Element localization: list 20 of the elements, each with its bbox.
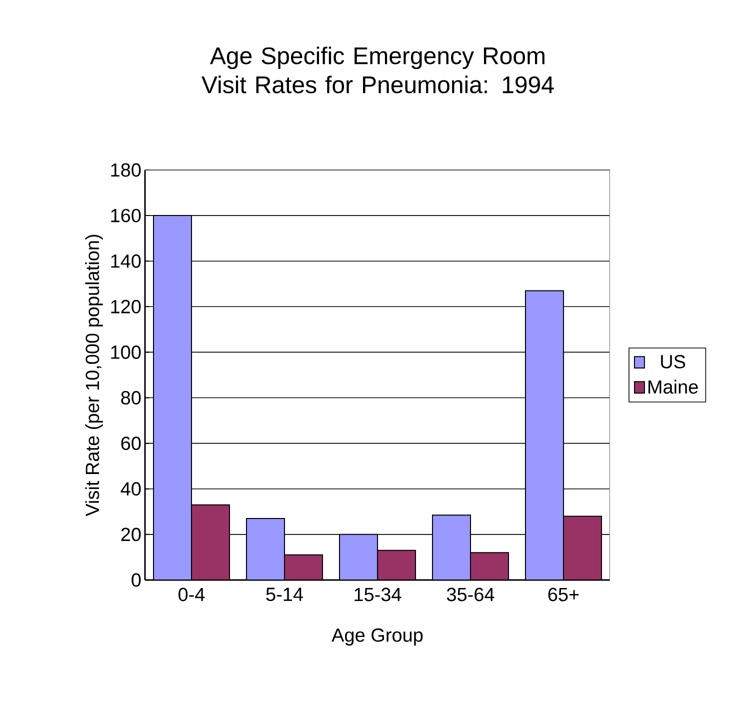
y-axis-title: Visit Rate (per 10,000 population) [85,234,103,516]
chart-title: Age Specific Emergency Room Visit Rates for Pneumonia: 1994 [202,46,554,94]
x-tick-label: 0-4 [178,588,205,602]
y-tick-label: 160 [111,208,141,222]
x-axis-title: Age Group [332,628,423,646]
legend-label: US [661,354,686,368]
y-tick-label: 20 [121,528,141,542]
y-tick-label: 180 [111,163,141,177]
legend-label: Maine [648,380,698,394]
x-tick-label: 35-64 [446,588,494,602]
y-tick-label: 120 [111,300,141,314]
x-tick-label: 65+ [548,588,579,602]
y-tick-label: 140 [111,254,141,268]
y-tick-label: 100 [111,345,141,359]
x-tick-label: 15-34 [354,588,402,602]
y-tick-label: 80 [121,391,141,404]
x-tick-label: 5-14 [266,588,303,602]
y-tick-label: 60 [121,436,141,450]
y-tick-label: 40 [120,482,141,496]
y-tick-label: 0 [132,573,141,587]
